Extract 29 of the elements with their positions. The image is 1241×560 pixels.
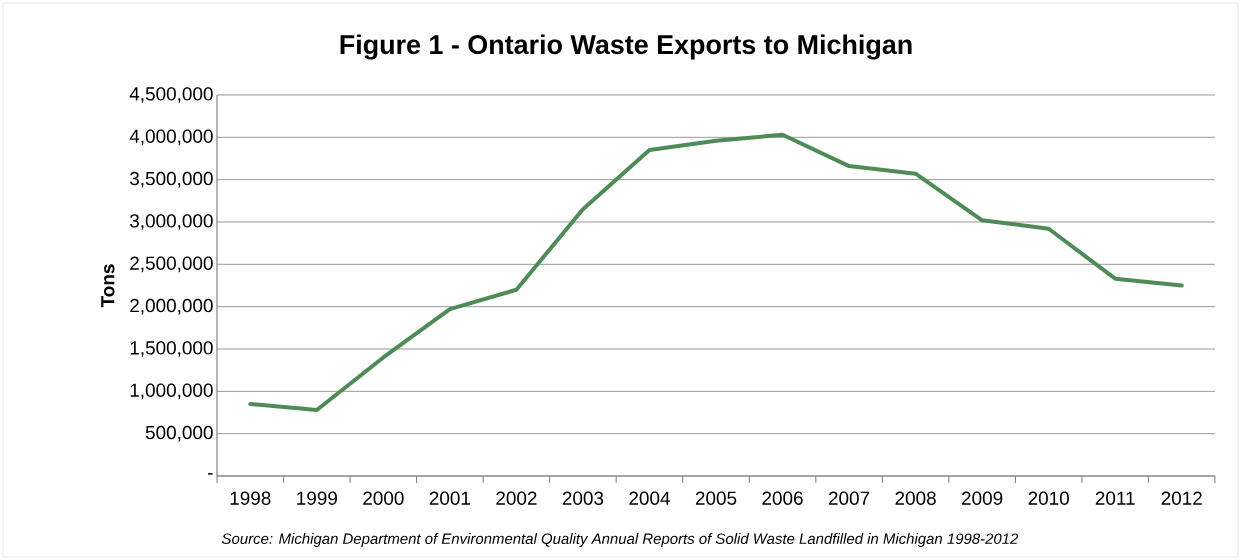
x-tick-label: 2001 (429, 491, 470, 505)
y-tick-label: 1,500,000 (130, 341, 213, 357)
x-tick-label: 2010 (1028, 491, 1069, 505)
x-tick-label: 1999 (297, 491, 337, 505)
x-tick-label: 2011 (1095, 491, 1135, 505)
x-tick-label: 2007 (828, 491, 870, 505)
y-tick-label: 1,000,000 (130, 383, 213, 400)
text: Source: Michigan Department of Environmental Quality Annual Reports of Solid Waste Landfilled in Michigan 1998-2012 (221, 533, 1019, 547)
y-axis-title: Tons (101, 264, 115, 308)
y-tick-label: 500,000 (145, 425, 213, 442)
x-tick-label: 2009 (962, 491, 1003, 505)
x-tick-label: 1998 (230, 491, 271, 505)
y-tick-label: 3,000,000 (130, 214, 213, 230)
x-tick-label: 2002 (496, 491, 537, 505)
x-tick-label: 2000 (363, 491, 404, 505)
x-tick-label: 2005 (695, 491, 737, 505)
y-tick-label: 4,000,000 (129, 129, 213, 146)
chart-title: Figure 1 - Ontario Waste Exports to Michigan (340, 34, 912, 60)
y-tick-label: 2,500,000 (130, 256, 213, 273)
x-tick-label: 2008 (895, 491, 936, 505)
x-tick-label: 2004 (629, 491, 670, 505)
x-tick-label: 2012 (1161, 491, 1202, 505)
y-tick-label: - (208, 473, 213, 475)
x-tick-label: 2003 (562, 491, 604, 505)
line-series (248, 132, 1184, 412)
x-tick-label: 2006 (762, 491, 803, 505)
y-tick-label: 2,000,000 (130, 298, 213, 315)
y-tick-label: 4,500,000 (129, 87, 213, 103)
y-tick-label: 3,500,000 (130, 171, 213, 188)
